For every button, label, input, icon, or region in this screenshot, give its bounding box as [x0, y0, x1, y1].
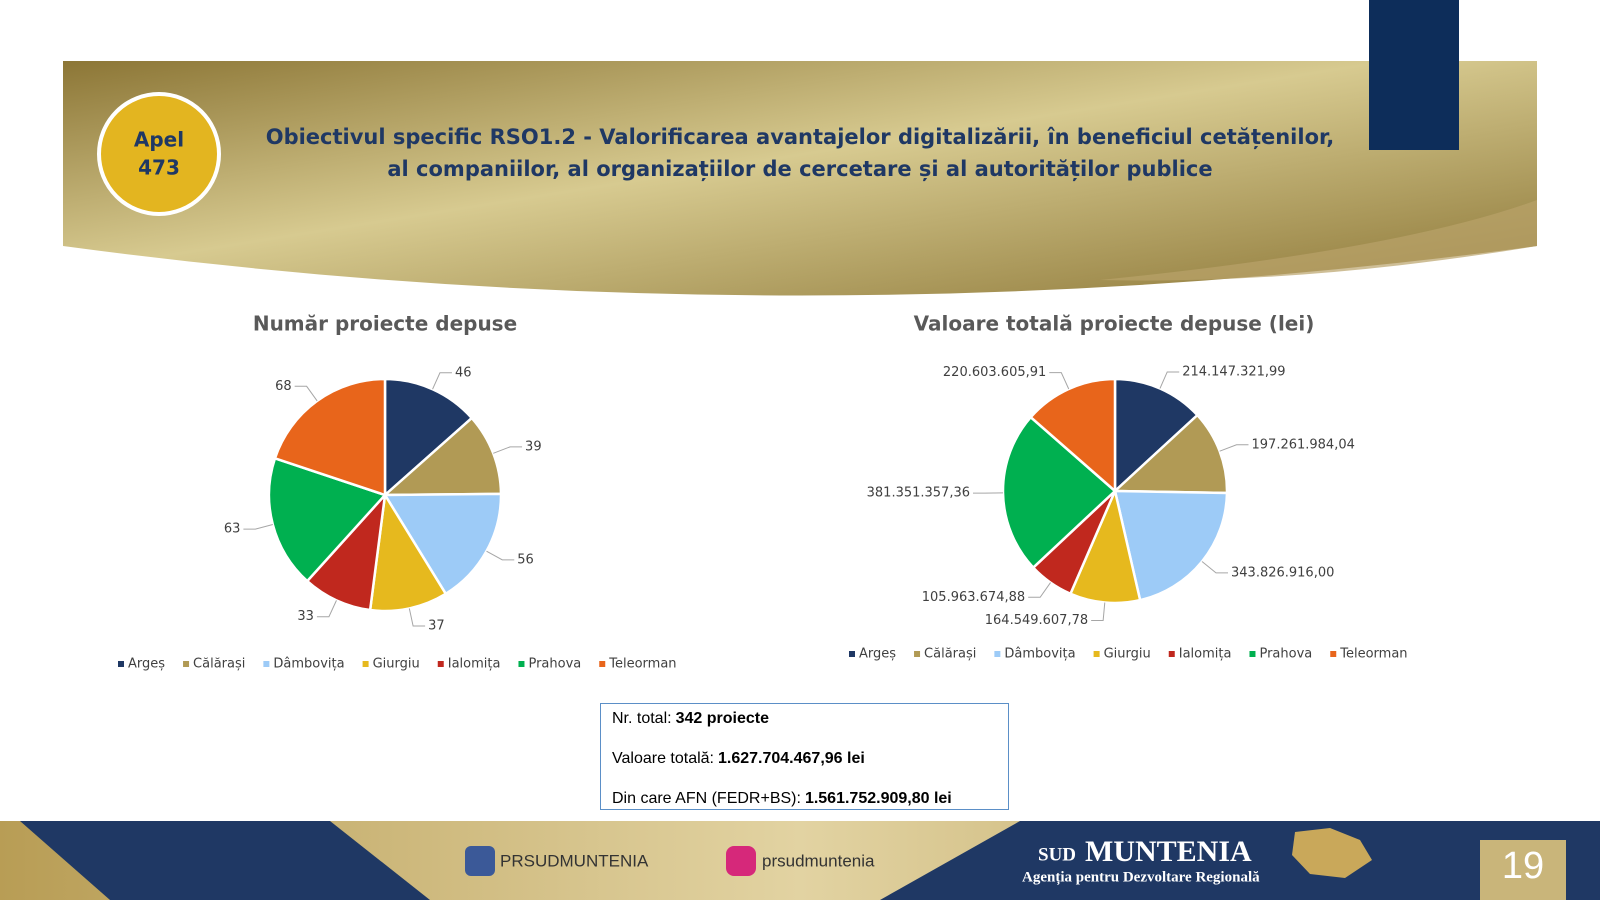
chart-title: Valoare totală proiecte depuse (lei): [914, 312, 1315, 336]
legend-label: Argeș: [128, 657, 165, 672]
data-label: 197.261.984,04: [1252, 437, 1355, 452]
leader-line: [295, 386, 318, 401]
legend-label: Prahova: [1259, 647, 1312, 662]
data-label: 220.603.605,91: [943, 365, 1046, 380]
data-label: 56: [517, 552, 534, 567]
data-label: 33: [297, 609, 314, 624]
page-number: 19: [1502, 845, 1544, 887]
leader-line: [487, 551, 515, 560]
leader-line: [243, 525, 272, 530]
header-title: al companiilor, al organizațiilor de cer…: [387, 157, 1212, 182]
summary-value: 1.561.752.909,80 lei: [805, 790, 952, 807]
summary-label: Valoare totală:: [612, 750, 714, 767]
badge-text: 473: [138, 156, 180, 180]
navy-tab: [1369, 0, 1459, 150]
legend-swatch: [1169, 651, 1175, 657]
legend-swatch: [438, 661, 444, 667]
facebook-icon: [465, 846, 495, 876]
data-label: 39: [525, 439, 542, 454]
data-label: 214.147.321,99: [1182, 364, 1285, 379]
leader-line: [1091, 603, 1105, 621]
summary-value: 342 proiecte: [676, 710, 769, 727]
legend-swatch: [1094, 651, 1100, 657]
legend-swatch: [518, 661, 524, 667]
instagram-icon: [726, 846, 756, 876]
legend-label: Giurgiu: [1104, 647, 1151, 662]
data-label: 68: [275, 379, 292, 394]
legend-label: Ialomița: [1179, 647, 1232, 662]
summary-label: Din care AFN (FEDR+BS):: [612, 790, 801, 807]
leader-line: [409, 608, 425, 626]
brand: MUNTENIA: [1085, 835, 1252, 868]
legend-swatch: [599, 661, 605, 667]
legend-label: Călărași: [924, 647, 976, 662]
data-label: 37: [428, 619, 445, 634]
summary-value: 1.627.704.467,96 lei: [718, 750, 865, 767]
agency: Agenția pentru Dezvoltare Regională: [1022, 869, 1260, 885]
instagram-handle: prsudmuntenia: [762, 851, 875, 870]
summary-row: Nr. total:342 proiecte: [612, 710, 997, 750]
legend-label: Dâmbovița: [273, 657, 344, 672]
leader-line: [1049, 373, 1068, 389]
leader-line: [433, 373, 452, 389]
data-label: 46: [455, 365, 472, 380]
data-label: 164.549.607,78: [985, 613, 1088, 628]
legend-swatch: [1330, 651, 1336, 657]
legend-label: Teleorman: [608, 657, 676, 672]
summary-row: Valoare totală:1.627.704.467,96 lei: [612, 750, 997, 790]
legend-label: Ialomița: [448, 657, 501, 672]
badge: [99, 94, 219, 214]
summary-row: Din care AFN (FEDR+BS):1.561.752.909,80 …: [612, 790, 997, 830]
summary-label: Nr. total:: [612, 710, 672, 727]
legend-swatch: [363, 661, 369, 667]
leader-line: [317, 600, 337, 616]
data-label: 63: [224, 522, 241, 537]
data-label: 105.963.674,88: [922, 590, 1025, 605]
legend-swatch: [263, 661, 269, 667]
leader-line: [493, 447, 522, 453]
legend-swatch: [849, 651, 855, 657]
legend-label: Giurgiu: [373, 657, 420, 672]
legend-label: Prahova: [528, 657, 581, 672]
data-label: 343.826.916,00: [1231, 565, 1334, 580]
legend-label: Dâmbovița: [1004, 647, 1075, 662]
legend-label: Argeș: [859, 647, 896, 662]
legend-swatch: [914, 651, 920, 657]
badge-text: Apel: [134, 128, 184, 152]
leader-line: [1202, 562, 1228, 573]
header-title: Obiectivul specific RSO1.2 - Valorificar…: [266, 125, 1335, 150]
legend-swatch: [118, 661, 124, 667]
leader-line: [1160, 372, 1179, 388]
legend-label: Teleorman: [1339, 647, 1407, 662]
chart-title: Număr proiecte depuse: [253, 312, 517, 336]
facebook-handle: PRSUDMUNTENIA: [500, 851, 649, 870]
data-label: 381.351.357,36: [867, 486, 970, 501]
brand-small: SUD: [1038, 844, 1076, 865]
legend-swatch: [1249, 651, 1255, 657]
leader-line: [1028, 583, 1050, 598]
legend-swatch: [994, 651, 1000, 657]
legend-swatch: [183, 661, 189, 667]
legend-label: Călărași: [193, 657, 245, 672]
leader-line: [1220, 445, 1249, 451]
